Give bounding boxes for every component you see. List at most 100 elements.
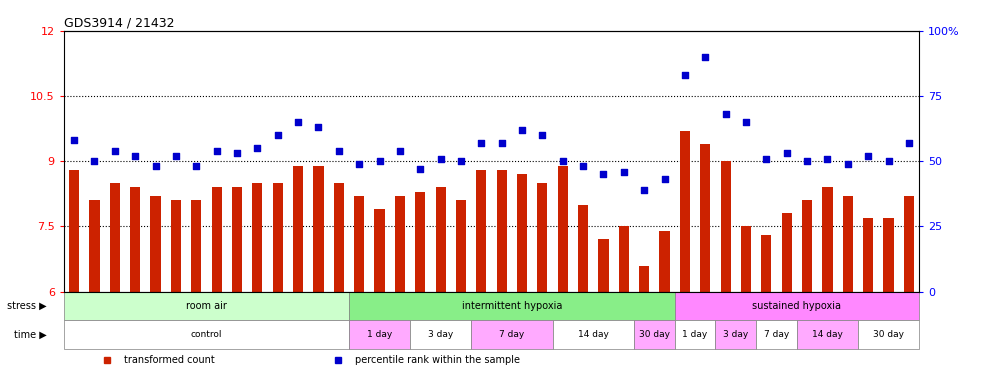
Point: [514, 127, 530, 133]
Bar: [89, 200, 99, 291]
Point: [372, 158, 387, 164]
Bar: [496, 170, 507, 291]
Bar: [349, 320, 410, 349]
Bar: [756, 320, 797, 349]
Bar: [660, 231, 669, 291]
Point: [107, 148, 123, 154]
Point: [290, 119, 306, 125]
Bar: [680, 131, 690, 291]
Point: [127, 153, 144, 159]
Text: stress ▶: stress ▶: [7, 301, 47, 311]
Bar: [761, 235, 772, 291]
Point: [616, 169, 632, 175]
Point: [799, 158, 815, 164]
Bar: [333, 183, 344, 291]
Bar: [191, 200, 202, 291]
Text: GDS3914 / 21432: GDS3914 / 21432: [64, 17, 174, 30]
Point: [535, 132, 550, 138]
Bar: [802, 200, 812, 291]
Text: control: control: [191, 330, 222, 339]
Bar: [293, 166, 303, 291]
Bar: [578, 205, 588, 291]
Point: [901, 140, 917, 146]
Text: percentile rank within the sample: percentile rank within the sample: [355, 354, 520, 364]
Bar: [674, 291, 919, 320]
Bar: [721, 161, 730, 291]
Bar: [863, 218, 873, 291]
Bar: [517, 174, 527, 291]
Bar: [410, 320, 471, 349]
Bar: [842, 196, 853, 291]
Bar: [538, 183, 548, 291]
Point: [269, 132, 285, 138]
Point: [147, 163, 163, 169]
Point: [331, 148, 347, 154]
Bar: [69, 170, 80, 291]
Text: 30 day: 30 day: [873, 330, 904, 339]
Text: time ▶: time ▶: [14, 329, 47, 340]
Bar: [211, 187, 222, 291]
Bar: [64, 291, 349, 320]
Bar: [110, 183, 120, 291]
Bar: [349, 291, 674, 320]
Text: intermittent hypoxia: intermittent hypoxia: [462, 301, 562, 311]
Point: [839, 161, 855, 167]
Bar: [700, 144, 711, 291]
Bar: [272, 183, 283, 291]
Point: [87, 158, 102, 164]
Point: [738, 119, 754, 125]
Bar: [476, 170, 487, 291]
Bar: [150, 196, 160, 291]
Text: room air: room air: [186, 301, 227, 311]
Text: 1 day: 1 day: [367, 330, 392, 339]
Bar: [781, 214, 792, 291]
Point: [392, 148, 408, 154]
Bar: [884, 218, 894, 291]
Point: [433, 156, 448, 162]
Bar: [435, 187, 445, 291]
Bar: [741, 227, 751, 291]
Bar: [599, 240, 608, 291]
Bar: [716, 320, 756, 349]
Bar: [797, 320, 858, 349]
Point: [779, 150, 794, 156]
Text: 7 day: 7 day: [764, 330, 789, 339]
Point: [636, 187, 652, 193]
Bar: [674, 320, 716, 349]
Point: [657, 176, 672, 182]
Point: [189, 163, 204, 169]
Point: [413, 166, 429, 172]
Point: [474, 140, 490, 146]
Point: [718, 111, 733, 117]
Bar: [557, 166, 568, 291]
Bar: [634, 320, 674, 349]
Bar: [639, 265, 650, 291]
Point: [575, 163, 591, 169]
Bar: [552, 320, 634, 349]
Bar: [618, 227, 629, 291]
Point: [820, 156, 836, 162]
Point: [351, 161, 367, 167]
Text: 14 day: 14 day: [578, 330, 608, 339]
Bar: [253, 183, 262, 291]
Bar: [823, 187, 833, 291]
Text: sustained hypoxia: sustained hypoxia: [752, 301, 841, 311]
Text: 3 day: 3 day: [723, 330, 748, 339]
Text: 7 day: 7 day: [499, 330, 525, 339]
Bar: [903, 196, 914, 291]
Bar: [415, 192, 426, 291]
Point: [860, 153, 876, 159]
Bar: [375, 209, 384, 291]
Bar: [232, 187, 242, 291]
Bar: [354, 196, 365, 291]
Point: [168, 153, 184, 159]
Point: [250, 145, 265, 151]
Point: [229, 150, 245, 156]
Point: [453, 158, 469, 164]
Bar: [395, 196, 405, 291]
Text: 14 day: 14 day: [812, 330, 842, 339]
Bar: [858, 320, 919, 349]
Text: 3 day: 3 day: [428, 330, 453, 339]
Point: [759, 156, 775, 162]
Point: [596, 171, 611, 177]
